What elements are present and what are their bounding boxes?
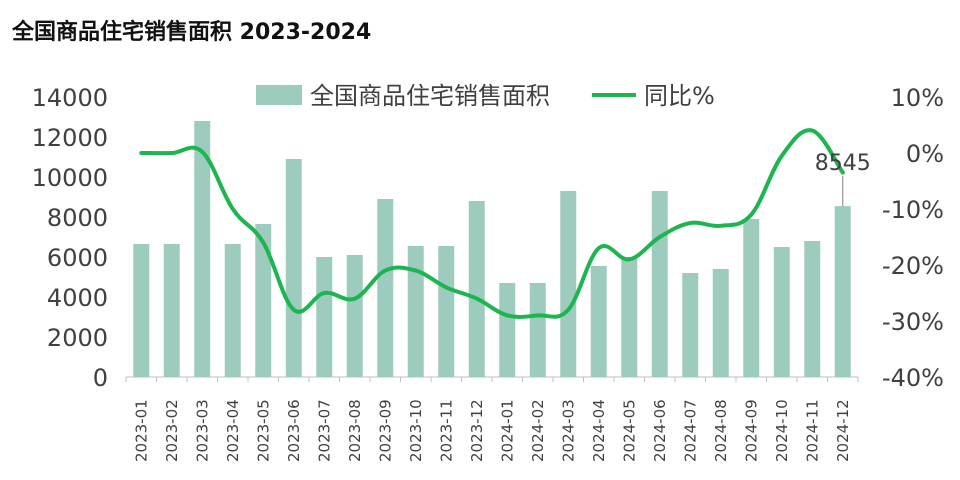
x-tick-label: 2023-02 [163,399,181,462]
yoy-point-2024-04 [597,246,601,250]
yoy-point-2024-01 [505,313,509,317]
bar-2023-11 [438,246,455,377]
y-right-tick-label: -20% [882,252,944,280]
y-right-tick-label: 10% [891,84,944,112]
yoy-point-2023-12 [475,297,479,301]
x-tick-label: 2024-10 [773,399,791,462]
y-right-tick-label: 0% [906,140,944,168]
bar-2023-04 [224,244,241,377]
y-left-tick-label: 0 [93,364,108,392]
y-right-tick-label: -30% [882,308,944,336]
x-tick-label: 2024-08 [712,399,730,462]
y-right-tick-label: -40% [882,364,944,392]
bar-2023-06 [285,159,302,377]
bar-2023-03 [194,121,211,377]
yoy-point-2024-06 [658,235,662,239]
x-tick-label: 2024-09 [742,399,760,462]
bar-2024-12 [834,206,851,377]
x-tick-label: 2023-06 [285,399,303,462]
bar-2024-03 [560,191,577,377]
yoy-point-2024-03 [566,308,570,312]
yoy-point-2024-11 [810,129,814,133]
bar-2024-10 [773,247,790,377]
x-tick-label: 2024-03 [559,399,577,462]
x-tick-label: 2023-09 [376,399,394,462]
x-tick-label: 2023-03 [193,399,211,462]
bar-2024-11 [804,241,821,377]
x-tick-label: 2023-07 [315,399,333,462]
bar-2024-05 [621,257,638,377]
x-tick-label: 2023-10 [407,399,425,462]
yoy-point-2024-10 [780,154,784,158]
bar-2024-07 [682,273,699,377]
x-tick-label: 2024-01 [498,399,516,462]
y-left-tick-label: 14000 [32,84,108,112]
yoy-point-2023-02 [170,151,174,155]
yoy-point-2023-01 [139,151,143,155]
x-tick-label: 2023-11 [437,399,455,462]
yoy-point-2023-07 [322,291,326,295]
x-tick-label: 2024-12 [834,399,852,462]
bar-2023-02 [163,244,180,377]
x-tick-label: 2024-04 [590,399,608,462]
yoy-point-2023-06 [292,308,296,312]
bar-2024-06 [651,191,668,377]
bar-2024-09 [743,219,760,377]
y-left-tick-label: 4000 [47,284,108,312]
yoy-point-2023-10 [414,269,418,273]
yoy-point-2024-08 [719,224,723,228]
legend-bar-label: 全国商品住宅销售面积 [310,82,550,110]
x-tick-label: 2024-06 [651,399,669,462]
x-tick-label: 2024-11 [803,399,821,462]
legend-bar-swatch [256,85,302,105]
y-right-tick-label: -10% [882,196,944,224]
bar-2024-01 [499,283,516,377]
x-tick-label: 2023-12 [468,399,486,462]
y-left-tick-label: 2000 [47,324,108,352]
y-left-tick-label: 10000 [32,164,108,192]
bar-2023-10 [407,246,424,377]
x-tick-label: 2023-05 [254,399,272,462]
bar-2023-01 [133,244,150,377]
y-left-tick-label: 12000 [32,124,108,152]
legend-line-label: 同比% [644,82,715,110]
yoy-point-2024-05 [627,257,631,261]
bar-2024-08 [712,269,729,377]
x-tick-label: 2024-07 [681,399,699,462]
yoy-point-2023-11 [444,285,448,289]
bar-2024-02 [529,283,546,377]
annotation-label: 8545 [815,151,871,176]
bar-2023-07 [316,257,333,377]
x-tick-label: 2023-01 [132,399,150,462]
y-left-tick-label: 8000 [47,204,108,232]
bar-2023-12 [468,201,485,377]
yoy-point-2023-09 [383,269,387,273]
x-tick-label: 2023-04 [224,399,242,462]
yoy-point-2024-07 [688,221,692,225]
x-tick-label: 2024-05 [620,399,638,462]
bar-2023-08 [346,255,363,377]
yoy-point-2023-08 [353,297,357,301]
yoy-point-2024-02 [536,313,540,317]
chart-title: 全国商品住宅销售面积 2023-2024 [12,20,372,45]
bar-2023-09 [377,199,394,377]
x-tick-label: 2024-02 [529,399,547,462]
yoy-point-2023-03 [200,150,204,154]
bar-2024-04 [590,266,607,377]
yoy-point-2023-04 [231,207,235,211]
bar-2023-05 [255,224,272,377]
yoy-point-2024-09 [749,213,753,217]
yoy-line [139,128,845,319]
yoy-point-2024-12 [841,171,845,175]
y-left-tick-label: 6000 [47,244,108,272]
yoy-point-2023-05 [261,241,265,245]
x-tick-label: 2023-08 [346,399,364,462]
